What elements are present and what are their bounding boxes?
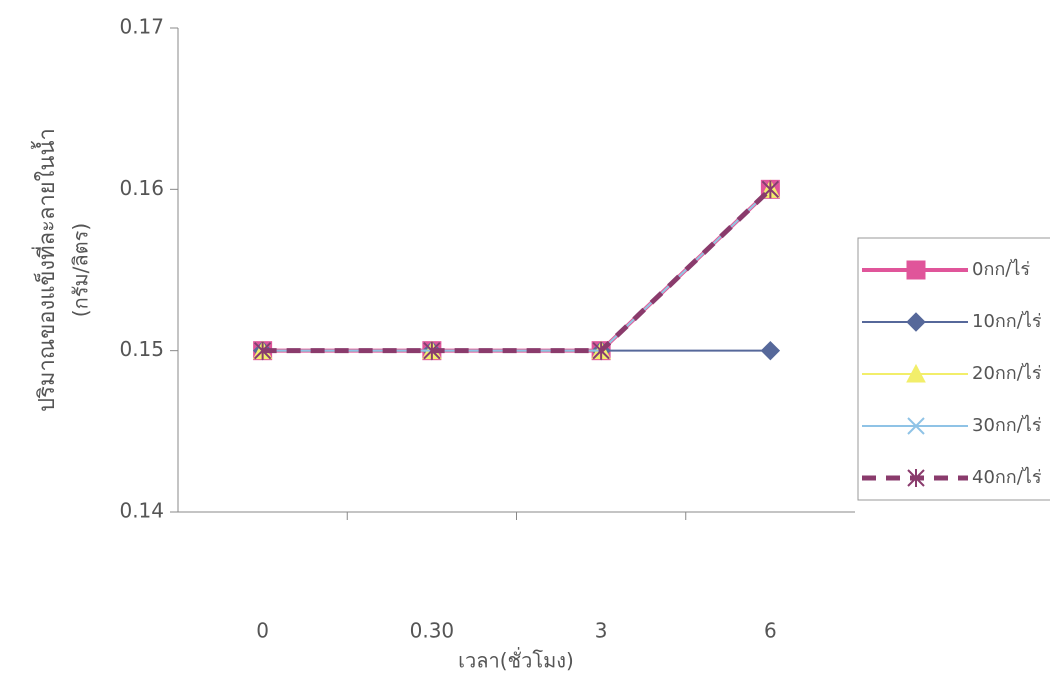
- marker: [592, 341, 610, 360]
- y-tick-label: 0.14: [119, 499, 164, 523]
- series-line: [262, 187, 773, 354]
- legend-label: 10กก/ไร่: [972, 310, 1042, 332]
- legend-label: 0กก/ไร่: [972, 258, 1030, 280]
- legend-label: 40กก/ไร่: [972, 466, 1042, 488]
- x-tick-label: 0: [256, 619, 269, 643]
- x-tick-label: 6: [764, 619, 777, 643]
- marker: [906, 312, 926, 332]
- legend-label: 20กก/ไร่: [972, 362, 1042, 384]
- marker: [761, 180, 780, 199]
- marker: [253, 341, 272, 360]
- y-tick-label: 0.17: [119, 15, 164, 39]
- x-tick-label: 3: [595, 619, 608, 643]
- y-axis-title: ปริมาณของแข็งที่ละลายในน้ำ: [31, 128, 60, 412]
- y-axis-unit: (กรัม/ลิตร): [69, 223, 93, 317]
- x-tick-label: 0.30: [410, 619, 455, 643]
- marker: [906, 260, 926, 280]
- legend-label: 30กก/ไร่: [972, 414, 1042, 436]
- legend: [857, 237, 1050, 501]
- y-tick-label: 0.16: [119, 176, 164, 200]
- marker: [907, 417, 925, 435]
- y-tick-label: 0.15: [119, 337, 164, 361]
- marker: [760, 340, 781, 361]
- x-axis-title: เวลา(ชั่วโมง): [458, 647, 574, 673]
- marker: [906, 363, 926, 383]
- marker: [907, 469, 925, 487]
- marker: [423, 341, 441, 360]
